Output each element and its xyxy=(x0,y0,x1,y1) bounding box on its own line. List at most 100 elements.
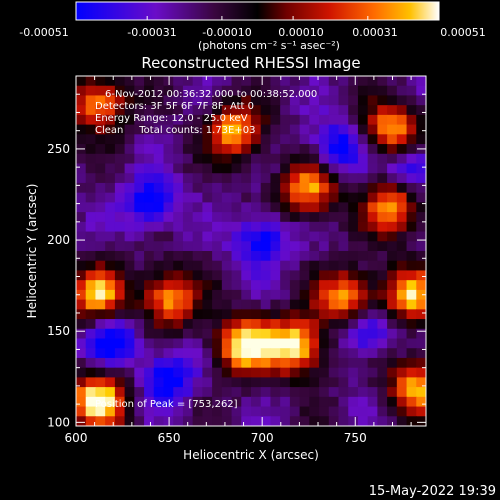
heatmap-cell xyxy=(105,280,116,291)
heatmap-cell xyxy=(299,202,310,213)
y-axis-tick-label: 100 xyxy=(47,415,70,429)
heatmap-cell xyxy=(387,95,398,106)
heatmap-cell xyxy=(85,367,97,378)
heatmap-cell xyxy=(319,124,330,135)
heatmap-cell xyxy=(396,124,408,135)
heatmap-cell xyxy=(270,396,281,408)
heatmap-cell xyxy=(319,328,330,340)
heatmap-cell xyxy=(76,251,87,262)
heatmap-cell xyxy=(309,95,320,106)
colorbar-tick-label: 0.00010 xyxy=(278,26,324,39)
heatmap-cell xyxy=(338,231,349,242)
heatmap-cell xyxy=(85,387,97,398)
heatmap-cell xyxy=(202,231,213,242)
heatmap-cell xyxy=(289,406,301,417)
heatmap-cell xyxy=(241,202,252,213)
heatmap-cell xyxy=(328,396,340,408)
heatmap-cell xyxy=(144,231,155,242)
heatmap-cell xyxy=(85,163,97,174)
heatmap-cell xyxy=(367,357,378,369)
heatmap-cell xyxy=(134,182,145,194)
heatmap-cell xyxy=(299,192,310,203)
heatmap-cell xyxy=(163,367,174,378)
heatmap-cell xyxy=(163,270,174,281)
heatmap-cell xyxy=(173,251,184,262)
heatmap-cell xyxy=(212,289,223,301)
heatmap-cell xyxy=(357,367,369,378)
heatmap-cell xyxy=(348,367,359,378)
heatmap-cell xyxy=(270,406,281,417)
heatmap-cell xyxy=(192,416,203,426)
heatmap-cell xyxy=(357,357,369,369)
heatmap-cell xyxy=(328,357,340,369)
heatmap-cell xyxy=(182,221,194,233)
heatmap-cell xyxy=(367,387,378,398)
heatmap-cell xyxy=(280,396,291,408)
heatmap-cell xyxy=(105,114,116,126)
heatmap-cell xyxy=(105,319,116,330)
heatmap-cell xyxy=(182,105,194,116)
heatmap-cell xyxy=(251,163,262,174)
heatmap-cell xyxy=(124,270,135,281)
heatmap-cell xyxy=(231,299,242,310)
heatmap-cell xyxy=(406,251,417,262)
heatmap-cell xyxy=(85,134,97,145)
heatmap-cell xyxy=(260,173,272,184)
heatmap-cell xyxy=(260,144,272,155)
heatmap-cell xyxy=(387,124,398,135)
heatmap-cell xyxy=(173,348,184,359)
heatmap-cell xyxy=(377,76,388,87)
heatmap-cell xyxy=(416,221,426,233)
heatmap-cell xyxy=(153,251,165,262)
heatmap-cell xyxy=(231,144,242,155)
heatmap-cell xyxy=(153,153,165,165)
heatmap-cell xyxy=(348,396,359,408)
heatmap-cell xyxy=(367,348,378,359)
heatmap-cell xyxy=(338,173,349,184)
heatmap-cell xyxy=(377,134,388,145)
heatmap-cell xyxy=(212,173,223,184)
heatmap-cell xyxy=(144,134,155,145)
heatmap-cell xyxy=(163,328,174,340)
heatmap-cell xyxy=(202,416,213,426)
heatmap-cell xyxy=(348,105,359,116)
heatmap-cell xyxy=(387,338,398,349)
heatmap-cell xyxy=(280,95,291,106)
heatmap-cell xyxy=(357,280,369,291)
heatmap-cell xyxy=(377,338,388,349)
heatmap-cell xyxy=(153,221,165,233)
heatmap-cell xyxy=(163,153,174,165)
heatmap-cell xyxy=(309,144,320,155)
heatmap-cell xyxy=(134,163,145,174)
heatmap-cell xyxy=(105,377,116,388)
heatmap-cell xyxy=(280,182,291,194)
heatmap-cell xyxy=(105,241,116,252)
heatmap-cell xyxy=(299,416,310,426)
heatmap-cell xyxy=(357,348,369,359)
y-axis-label: Heliocentric Y (arcsec) xyxy=(25,184,39,319)
heatmap-cell xyxy=(124,260,135,272)
heatmap-cell xyxy=(280,173,291,184)
heatmap-cell xyxy=(202,270,213,281)
heatmap-cell xyxy=(182,280,194,291)
heatmap-cell xyxy=(309,76,320,87)
heatmap-cell xyxy=(95,416,106,426)
heatmap-cell xyxy=(289,105,301,116)
heatmap-cell xyxy=(280,387,291,398)
heatmap-cell xyxy=(270,221,281,233)
heatmap-cell xyxy=(144,260,155,272)
heatmap-cell xyxy=(182,173,194,184)
heatmap-cell xyxy=(309,289,320,301)
heatmap-cell xyxy=(377,406,388,417)
heatmap-cell xyxy=(173,309,184,320)
heatmap-cell xyxy=(212,182,223,194)
heatmap-cell xyxy=(192,134,203,145)
heatmap-cell xyxy=(202,212,213,223)
heatmap-cell xyxy=(124,377,135,388)
heatmap-cell xyxy=(348,357,359,369)
heatmap-cell xyxy=(163,357,174,369)
heatmap-cell xyxy=(299,231,310,242)
heatmap-cell xyxy=(338,280,349,291)
heatmap-cell xyxy=(221,95,233,106)
heatmap-cell xyxy=(144,212,155,223)
